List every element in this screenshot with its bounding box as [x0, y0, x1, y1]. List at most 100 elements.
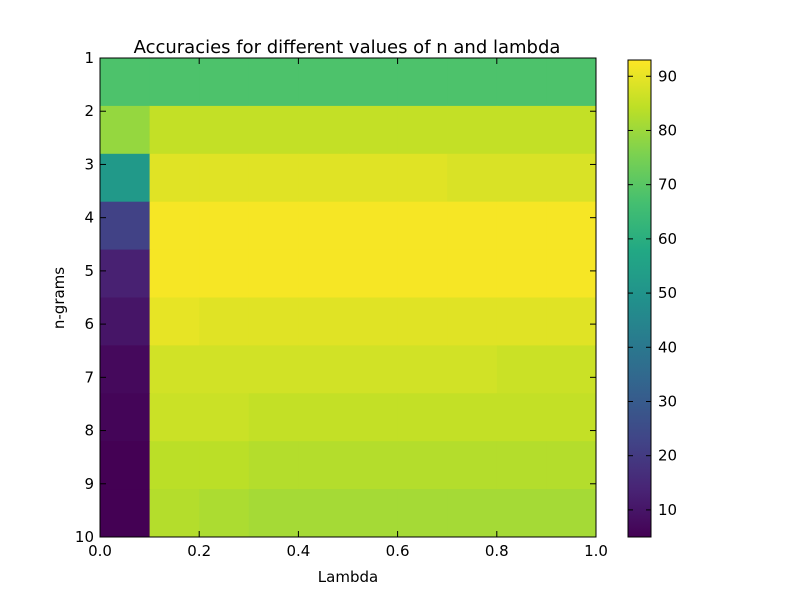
colorbar-ticks: 10 20 30 40 50 60 70 80 90: [628, 67, 677, 519]
heatmap-cell: [149, 153, 200, 203]
heatmap-cell: [199, 105, 250, 155]
heatmap-cell: [298, 489, 349, 538]
heatmap-cell: [546, 345, 597, 394]
heatmap-cell: [199, 201, 250, 251]
heatmap-cell: [149, 441, 200, 490]
heatmap-cell: [496, 345, 547, 394]
heatmap-cell: [199, 489, 250, 538]
heatmap-cell: [397, 345, 448, 394]
heatmap-cell: [199, 441, 250, 490]
heatmap-cell: [149, 489, 200, 538]
heatmap-cell: [248, 489, 299, 538]
heatmap-cell: [149, 393, 200, 442]
heatmap-cell: [546, 489, 597, 538]
colorbar-tick-label: 80: [658, 121, 677, 139]
heatmap-cell: [199, 58, 250, 107]
heatmap-cell: [397, 489, 448, 538]
heatmap-cell: [447, 297, 498, 346]
heatmap-cell: [100, 249, 151, 298]
heatmap-cell: [546, 393, 597, 442]
heatmap-cell: [248, 105, 299, 155]
heatmap-cell: [496, 201, 547, 251]
colorbar-tick-label: 40: [658, 338, 677, 356]
heatmap-cell: [397, 297, 448, 346]
heatmap-cell: [546, 105, 597, 155]
heatmap-cells: [100, 58, 597, 538]
heatmap-cell: [348, 249, 399, 298]
heatmap-cell: [298, 393, 349, 442]
heatmap-cell: [199, 345, 250, 394]
heatmap-cell: [100, 105, 151, 155]
heatmap-cell: [298, 297, 349, 346]
y-tick-label: 7: [84, 368, 94, 386]
heatmap-cell: [248, 249, 299, 298]
heatmap-cell: [397, 441, 448, 490]
heatmap-cell: [149, 201, 200, 251]
x-tick-label: 1.0: [584, 542, 608, 560]
heatmap-cell: [447, 489, 498, 538]
heatmap-cell: [447, 201, 498, 251]
heatmap-cell: [149, 249, 200, 298]
heatmap-cell: [546, 58, 597, 107]
heatmap-cell: [100, 345, 151, 394]
plot-frame: [99, 57, 597, 538]
colorbar-tick-label: 50: [658, 284, 677, 302]
heatmap-cell: [298, 153, 349, 203]
colorbar-tick-label: 10: [658, 501, 677, 519]
heatmap-cell: [397, 249, 448, 298]
heatmap-cell: [496, 58, 547, 107]
heatmap-cell: [248, 153, 299, 203]
heatmap-cell: [348, 441, 399, 490]
colorbar-tick-label: 60: [658, 230, 677, 248]
heatmap-cell: [447, 393, 498, 442]
y-tick-label: 9: [84, 475, 94, 493]
x-tick-label: 0.8: [485, 542, 509, 560]
heatmap-cell: [100, 297, 151, 346]
heatmap-cell: [397, 58, 448, 107]
heatmap-cell: [298, 201, 349, 251]
heatmap-cell: [348, 201, 399, 251]
heatmap-cell: [199, 393, 250, 442]
chart-title: Accuracies for different values of n and…: [134, 37, 561, 58]
y-tick-label: 3: [84, 155, 94, 173]
heatmap-cell: [149, 58, 200, 107]
x-axis-label: Lambda: [318, 568, 378, 586]
heatmap-cell: [397, 105, 448, 155]
y-axis-label: n-grams: [50, 267, 68, 329]
x-tick-label: 0.2: [187, 542, 211, 560]
heatmap-cell: [348, 345, 399, 394]
heatmap-cell: [546, 201, 597, 251]
colorbar-tick-label: 90: [658, 67, 677, 85]
heatmap-cell: [546, 153, 597, 203]
heatmap-cell: [348, 153, 399, 203]
heatmap-cell: [546, 249, 597, 298]
heatmap-cell: [447, 58, 498, 107]
heatmap-cell: [100, 393, 151, 442]
y-axis-ticks: 1 2 3 4 5 6 7 8 9 10: [75, 49, 596, 546]
y-tick-label: 5: [84, 262, 94, 280]
heatmap-cell: [298, 345, 349, 394]
x-tick-label: 0.0: [88, 542, 112, 560]
heatmap-cell: [546, 441, 597, 490]
heatmap-cell: [447, 105, 498, 155]
colorbar-tick-label: 30: [658, 392, 677, 410]
heatmap-cell: [496, 153, 547, 203]
heatmap-cell: [248, 393, 299, 442]
heatmap-cell: [348, 297, 399, 346]
heatmap-cell: [100, 441, 151, 490]
heatmap-cell: [348, 105, 399, 155]
heatmap-cell: [397, 201, 448, 251]
heatmap-cell: [447, 153, 498, 203]
heatmap-cell: [546, 297, 597, 346]
y-tick-label: 10: [75, 528, 94, 546]
y-tick-label: 1: [84, 49, 94, 67]
x-tick-label: 0.6: [386, 542, 410, 560]
y-tick-label: 2: [84, 102, 94, 120]
heatmap-cell: [447, 441, 498, 490]
y-tick-label: 6: [84, 315, 94, 333]
heatmap-cell: [397, 393, 448, 442]
heatmap-cell: [496, 489, 547, 538]
heatmap-cell: [100, 58, 151, 107]
colorbar: [627, 59, 652, 538]
